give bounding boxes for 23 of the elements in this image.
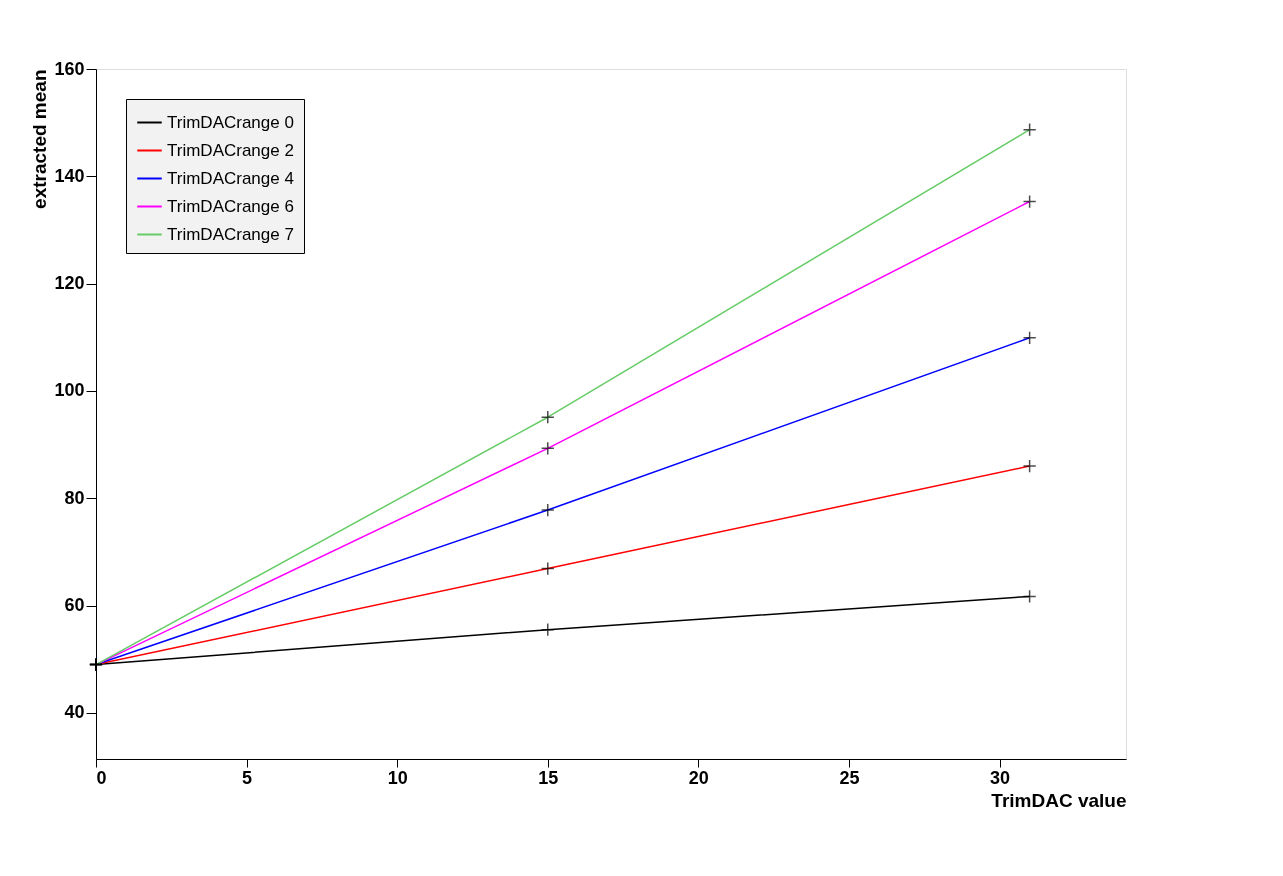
legend-label: TrimDACrange 6 bbox=[167, 196, 294, 216]
legend-label: TrimDACrange 0 bbox=[167, 112, 294, 132]
legend-label: TrimDACrange 2 bbox=[167, 140, 294, 160]
legend-label: TrimDACrange 7 bbox=[167, 224, 294, 244]
y-tick-label: 160 bbox=[54, 58, 85, 79]
y-tick-label: 100 bbox=[54, 380, 85, 401]
y-tick-label: 60 bbox=[64, 595, 85, 616]
x-tick-label: 0 bbox=[96, 767, 107, 788]
y-tick-label: 40 bbox=[64, 702, 85, 723]
x-tick-label: 5 bbox=[242, 767, 253, 788]
x-tick-label: 15 bbox=[538, 767, 559, 788]
x-tick-label: 20 bbox=[688, 767, 709, 788]
point bbox=[540, 622, 555, 637]
x-tick-label: 10 bbox=[387, 767, 408, 788]
y-axis-title: extracted mean bbox=[29, 69, 51, 209]
x-axis-title: TrimDAC value bbox=[991, 789, 1127, 811]
y-tick-label: 120 bbox=[54, 273, 85, 294]
x-tick-label: 25 bbox=[839, 767, 860, 788]
y-tick-label: 140 bbox=[54, 165, 85, 186]
legend-label: TrimDACrange 4 bbox=[167, 168, 294, 188]
y-tick-label: 80 bbox=[64, 487, 85, 508]
x-tick-label: 30 bbox=[989, 767, 1011, 788]
point bbox=[1022, 589, 1037, 604]
